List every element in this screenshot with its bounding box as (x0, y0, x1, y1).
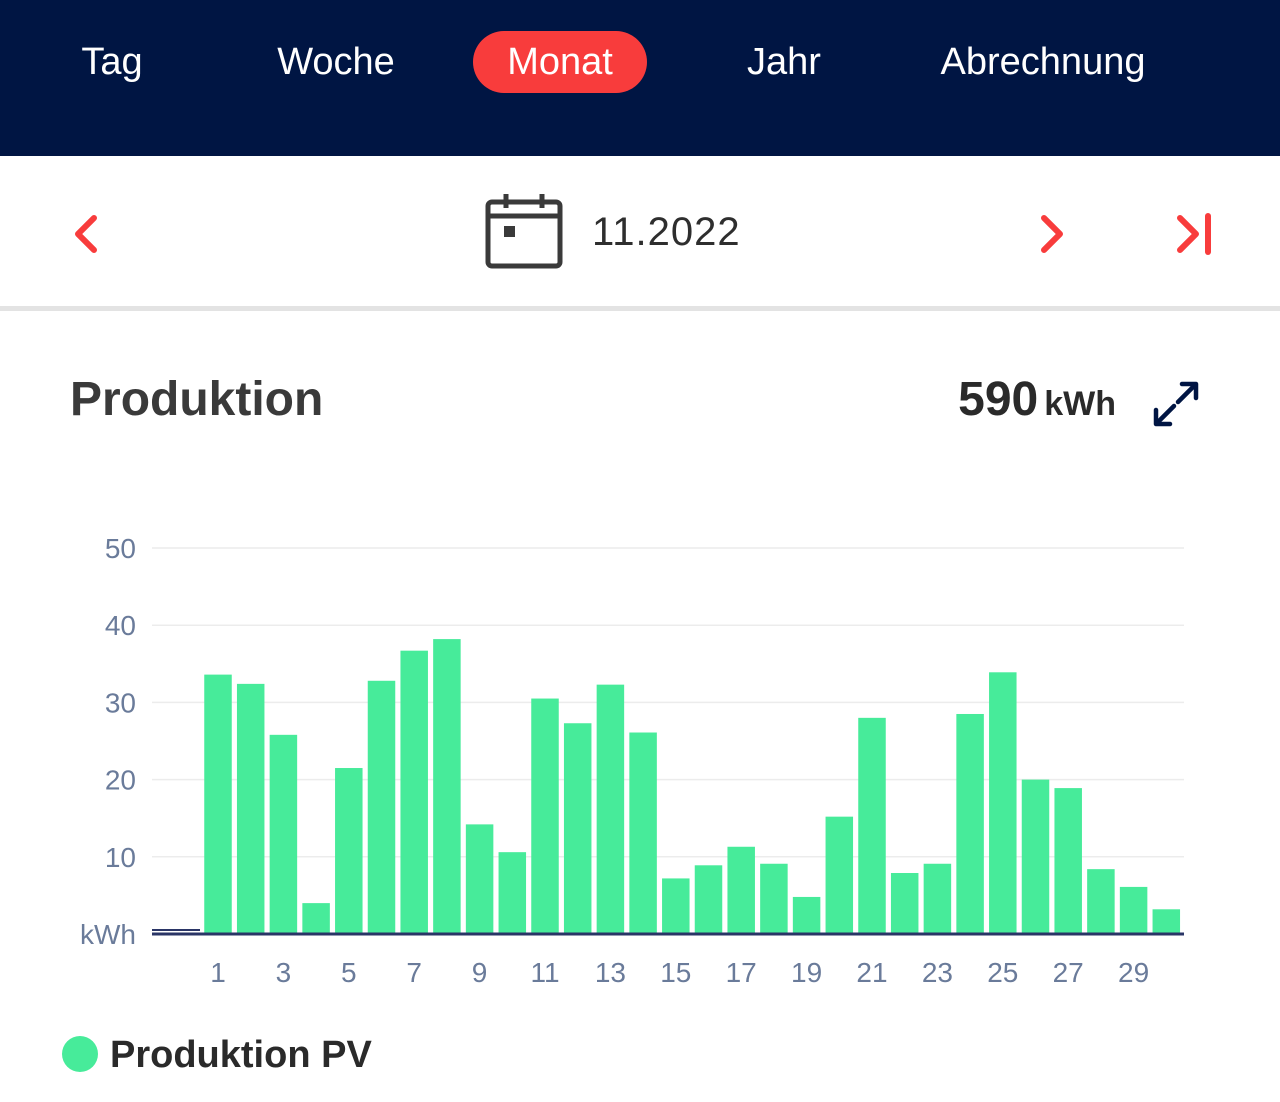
bar (1152, 909, 1181, 934)
calendar-icon (485, 194, 563, 269)
tab-billing[interactable]: Abrechnung (940, 41, 1146, 83)
x-tick-label: 13 (595, 957, 626, 988)
bar (858, 717, 886, 934)
bar (400, 650, 428, 934)
expand-chart-button[interactable] (1148, 376, 1204, 432)
bar (662, 878, 690, 934)
total-value: 590 (958, 373, 1039, 426)
bar (727, 846, 755, 934)
bar (923, 863, 952, 934)
y-tick-label: 40 (105, 610, 136, 641)
next-month-button[interactable] (1022, 202, 1086, 266)
bar (825, 816, 854, 934)
bar (792, 896, 821, 934)
bar (367, 680, 396, 934)
y-tick-label: 50 (105, 533, 136, 564)
x-tick-label: 21 (856, 957, 887, 988)
period-tab-bar: Tag Woche Monat Jahr Abrechnung (0, 0, 1280, 156)
x-tick-label: 3 (276, 957, 292, 988)
bar (335, 768, 363, 934)
legend-swatch (62, 1036, 98, 1072)
x-tick-label: 19 (791, 957, 822, 988)
current-period-label[interactable]: 11.2022 (592, 210, 741, 254)
expand-icon (1153, 381, 1199, 427)
bar (465, 824, 494, 934)
y-tick-label: kWh (80, 919, 136, 950)
total-unit: kWh (1044, 385, 1116, 423)
bar (890, 873, 919, 934)
bar (1021, 779, 1050, 934)
x-tick-label: 7 (406, 957, 422, 988)
total-production: 590 kWh (880, 372, 1116, 427)
y-tick-label: 30 (105, 687, 136, 718)
calendar-button[interactable] (484, 192, 564, 272)
bar (760, 863, 788, 934)
tab-year[interactable]: Jahr (747, 41, 821, 83)
chevron-left-icon (75, 215, 97, 253)
bar (989, 672, 1017, 934)
section-divider (0, 306, 1280, 311)
bar (1119, 886, 1148, 934)
x-tick-label: 5 (341, 957, 357, 988)
y-tick-label: 10 (105, 842, 136, 873)
bar (596, 684, 625, 934)
bar (269, 734, 298, 934)
bar (1054, 788, 1082, 934)
bar (204, 674, 232, 934)
x-tick-label: 11 (530, 957, 559, 988)
x-tick-label: 17 (726, 957, 757, 988)
chart-title: Produktion (70, 373, 324, 426)
bar (531, 698, 559, 934)
legend-label: Produktion PV (110, 1034, 372, 1076)
bar (498, 852, 527, 934)
previous-month-button[interactable] (52, 202, 116, 266)
bar (956, 713, 984, 934)
x-tick-label: 23 (922, 957, 953, 988)
bar (563, 723, 592, 934)
x-tick-label: 9 (472, 957, 488, 988)
tab-week[interactable]: Woche (277, 41, 395, 83)
bar (433, 639, 461, 934)
tab-day[interactable]: Tag (81, 41, 143, 83)
x-tick-label: 25 (987, 957, 1018, 988)
bar (694, 865, 723, 934)
bar (629, 732, 657, 934)
x-tick-label: 27 (1053, 957, 1084, 988)
skip-to-end-icon (1177, 213, 1211, 255)
x-tick-label: 1 (210, 957, 226, 988)
y-tick-label: 20 (105, 765, 136, 796)
bar (236, 683, 265, 934)
date-navigation-bar (0, 156, 1280, 306)
x-tick-label: 15 (660, 957, 691, 988)
jump-to-latest-button[interactable] (1162, 202, 1226, 266)
tab-month[interactable]: Monat (473, 31, 647, 93)
x-tick-label: 29 (1118, 957, 1149, 988)
bar (1087, 869, 1115, 934)
bar (302, 903, 330, 934)
chevron-right-icon (1041, 215, 1063, 253)
